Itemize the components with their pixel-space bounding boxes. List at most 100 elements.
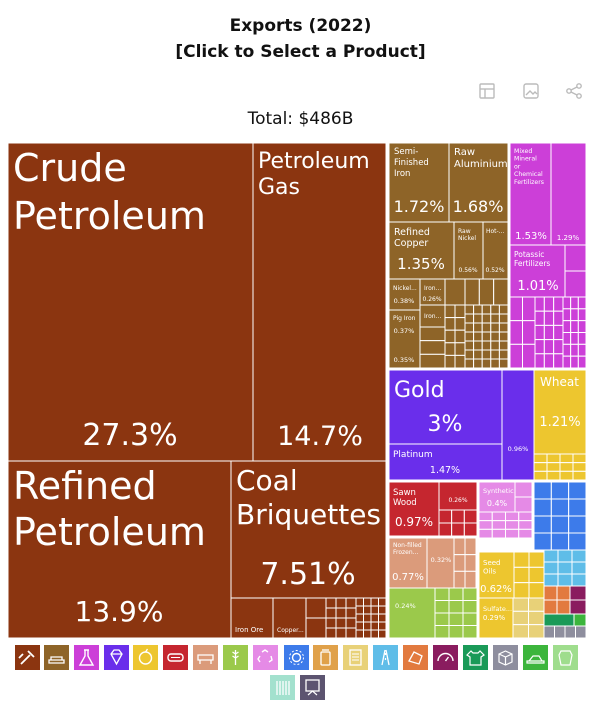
small-tile[interactable]	[345, 597, 357, 609]
miscellaneous-icon[interactable]	[493, 645, 518, 670]
tile-crude-petroleum[interactable]	[7, 142, 254, 462]
treemap-tile[interactable]	[305, 597, 327, 619]
chart-subtitle[interactable]: [Click to Select a Product]	[175, 42, 426, 62]
tile-sulfate[interactable]	[478, 597, 514, 639]
small-tile[interactable]	[570, 355, 579, 369]
small-tile[interactable]	[498, 313, 509, 324]
tile-synthetic[interactable]	[478, 481, 516, 513]
small-tile[interactable]	[464, 340, 475, 351]
small-tile[interactable]	[453, 554, 466, 572]
small-tile[interactable]	[464, 570, 477, 589]
small-tile[interactable]	[473, 322, 483, 333]
small-tile[interactable]	[564, 625, 576, 639]
small-tile[interactable]	[550, 498, 570, 517]
small-tile[interactable]	[462, 625, 478, 639]
small-tile[interactable]	[481, 331, 492, 342]
small-tile[interactable]	[550, 481, 570, 500]
small-tile[interactable]	[577, 332, 587, 345]
small-tile[interactable]	[335, 597, 347, 609]
small-tile[interactable]	[557, 573, 573, 587]
precious-metals-icon[interactable]	[104, 645, 129, 670]
tile-coal-briquettes[interactable]	[230, 460, 387, 599]
small-tile[interactable]	[490, 358, 500, 369]
small-tile[interactable]	[543, 296, 555, 312]
treemap-tile[interactable]	[573, 613, 587, 627]
tile-animal-b[interactable]	[426, 537, 455, 589]
small-tile[interactable]	[473, 331, 483, 342]
small-tile[interactable]	[451, 509, 465, 524]
small-tile[interactable]	[370, 605, 379, 615]
metals-icon[interactable]	[44, 645, 69, 670]
small-tile[interactable]	[546, 453, 561, 464]
mineral-products-icon[interactable]	[15, 645, 40, 670]
tile-wheat[interactable]	[533, 369, 587, 455]
small-tile[interactable]	[572, 462, 587, 472]
small-tile[interactable]	[370, 597, 379, 607]
small-tile[interactable]	[534, 324, 545, 341]
small-tile[interactable]	[464, 313, 475, 324]
small-tile[interactable]	[355, 613, 364, 623]
small-tile[interactable]	[444, 329, 456, 344]
small-tile[interactable]	[490, 313, 500, 324]
vegetable-fats-icon[interactable]	[223, 645, 248, 670]
small-tile[interactable]	[543, 573, 559, 587]
small-tile[interactable]	[498, 340, 509, 351]
small-tile[interactable]	[335, 607, 347, 619]
tile-raw-nickel[interactable]	[453, 221, 484, 280]
small-tile[interactable]	[490, 349, 500, 360]
small-tile[interactable]	[556, 599, 571, 615]
tile-wood-b[interactable]	[438, 481, 478, 511]
small-tile[interactable]	[464, 304, 475, 315]
small-tile[interactable]	[464, 358, 475, 369]
small-tile[interactable]	[528, 610, 545, 626]
small-tile[interactable]	[543, 585, 558, 601]
small-tile[interactable]	[553, 296, 564, 312]
small-tile[interactable]	[546, 470, 561, 481]
small-tile[interactable]	[434, 587, 450, 601]
small-tile[interactable]	[444, 317, 456, 331]
small-tile[interactable]	[556, 585, 571, 601]
small-tile[interactable]	[378, 621, 387, 631]
small-tile[interactable]	[533, 498, 552, 517]
small-tile[interactable]	[491, 528, 506, 539]
small-tile[interactable]	[570, 332, 579, 345]
small-tile[interactable]	[543, 549, 559, 563]
small-tile[interactable]	[505, 520, 520, 530]
small-tile[interactable]	[518, 528, 533, 539]
small-tile[interactable]	[473, 304, 483, 315]
animal-products-icon[interactable]	[193, 645, 218, 670]
small-tile[interactable]	[577, 296, 587, 310]
machines-icon[interactable]	[284, 645, 309, 670]
small-tile[interactable]	[453, 537, 466, 556]
small-tile[interactable]	[498, 349, 509, 360]
tile-iron-ore[interactable]	[230, 597, 274, 639]
small-tile[interactable]	[564, 270, 587, 298]
small-tile[interactable]	[559, 453, 574, 464]
small-tile[interactable]	[325, 597, 337, 609]
foodstuffs-icon[interactable]	[313, 645, 338, 670]
small-tile[interactable]	[378, 613, 387, 623]
small-tile[interactable]	[444, 304, 456, 319]
small-tile[interactable]	[562, 332, 572, 345]
small-tile[interactable]	[378, 597, 387, 607]
chemical-products-icon[interactable]	[74, 645, 99, 670]
tile-chemical-b[interactable]	[550, 142, 587, 246]
small-tile[interactable]	[478, 520, 493, 530]
small-tile[interactable]	[513, 582, 530, 599]
arts-antiques-icon[interactable]	[300, 675, 325, 700]
tile-mixed-fertilizers[interactable]	[509, 142, 552, 246]
small-tile[interactable]	[473, 313, 483, 324]
small-tile[interactable]	[473, 349, 483, 360]
small-tile[interactable]	[543, 310, 555, 326]
small-tile[interactable]	[448, 612, 464, 626]
small-tile[interactable]	[512, 624, 529, 639]
small-tile[interactable]	[575, 625, 587, 639]
small-tile[interactable]	[464, 537, 477, 556]
small-tile[interactable]	[498, 304, 509, 315]
small-tile[interactable]	[577, 355, 587, 369]
small-tile[interactable]	[533, 532, 552, 551]
plastics-rubbers-icon[interactable]	[253, 645, 278, 670]
treemap-tile[interactable]	[305, 617, 327, 639]
small-tile[interactable]	[335, 627, 347, 639]
small-tile[interactable]	[345, 617, 357, 629]
